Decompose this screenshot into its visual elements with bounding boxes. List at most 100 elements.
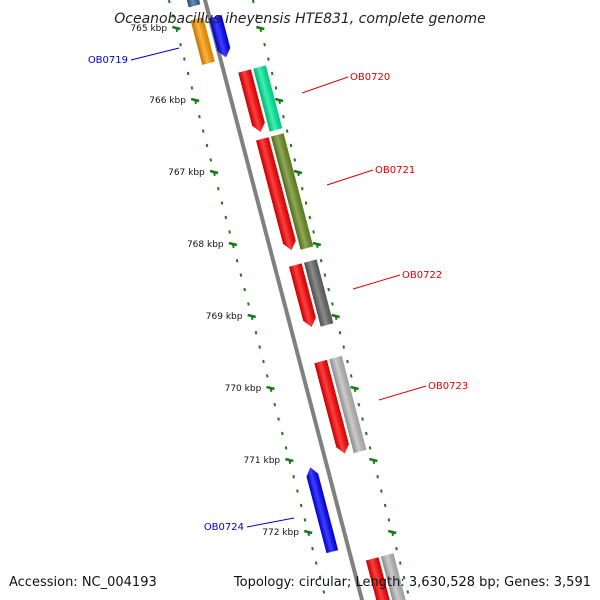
tick-mark bbox=[224, 215, 228, 220]
major-tick bbox=[369, 457, 378, 463]
gene-leader-line bbox=[130, 47, 180, 61]
tick-mark bbox=[273, 403, 277, 407]
tick-mark bbox=[299, 503, 303, 508]
tick-mark bbox=[186, 71, 190, 76]
gene-label-ob0723[interactable]: OB0723 bbox=[428, 381, 468, 392]
tick-mark bbox=[318, 575, 322, 580]
tick-mark bbox=[183, 57, 186, 61]
tick-mark bbox=[201, 129, 205, 133]
major-tick bbox=[293, 169, 303, 175]
tick-mark bbox=[267, 57, 270, 61]
tick-mark bbox=[380, 489, 383, 493]
tick-mark bbox=[296, 489, 299, 493]
feature-box-top bbox=[185, 0, 201, 8]
tick-mark bbox=[277, 417, 280, 421]
major-tick bbox=[256, 25, 265, 31]
tick-mark bbox=[209, 158, 213, 162]
tick-mark bbox=[311, 547, 314, 551]
gene-label-layer: OB0719 OB0720 OB0721 OB0722 OB0723 OB0724 bbox=[88, 47, 468, 533]
kbp-label-layer: 765 kbp 766 kbp 767 kbp 768 kbp 769 kbp 770 k… bbox=[130, 24, 299, 538]
cds-arrow-ob0721 bbox=[256, 137, 296, 251]
tick-mark bbox=[220, 201, 224, 205]
tick-mark bbox=[376, 475, 379, 479]
major-tick bbox=[228, 241, 238, 247]
tick-mark bbox=[338, 331, 342, 335]
major-tick bbox=[209, 169, 219, 175]
gene-label-ob0719[interactable]: OB0719 bbox=[88, 55, 128, 66]
tick-mark bbox=[198, 115, 201, 119]
right-tick-track bbox=[252, 0, 410, 594]
genome-summary-text: Topology: circular; Length: 3,630,528 bp… bbox=[233, 575, 591, 590]
tick-mark bbox=[308, 215, 312, 220]
gene-label-ob0721[interactable]: OB0721 bbox=[375, 165, 415, 176]
backbone-layer bbox=[202, 0, 365, 600]
accession-text: Accession: NC_004193 bbox=[9, 575, 157, 590]
tick-mark bbox=[289, 143, 293, 148]
major-tick bbox=[312, 241, 322, 247]
tick-mark bbox=[303, 518, 307, 522]
tick-mark bbox=[357, 403, 361, 407]
major-tick bbox=[190, 97, 200, 103]
left-tick-track bbox=[168, 0, 326, 594]
tick-mark bbox=[331, 302, 334, 306]
gene-leader-line bbox=[352, 274, 401, 290]
tick-mark bbox=[243, 287, 246, 292]
major-tick bbox=[247, 313, 256, 319]
diagram-title: Oceanobacillus iheyensis HTE831, complet… bbox=[114, 11, 485, 27]
feature-box-ob0720 bbox=[253, 65, 283, 132]
kbp-label: 769 kbp bbox=[206, 312, 243, 322]
tick-mark bbox=[168, 0, 171, 4]
major-tick bbox=[285, 457, 294, 463]
tick-mark bbox=[262, 359, 265, 364]
tick-mark bbox=[179, 43, 182, 47]
cds-arrow-ob0723 bbox=[314, 359, 349, 454]
tick-mark bbox=[304, 201, 308, 205]
tick-mark bbox=[402, 575, 406, 580]
feature-box-ob0719 bbox=[190, 17, 215, 65]
gene-leader-line bbox=[326, 169, 374, 186]
tick-mark bbox=[293, 158, 297, 162]
tick-mark bbox=[395, 547, 398, 551]
gene-label-ob0720[interactable]: OB0720 bbox=[350, 72, 390, 83]
kbp-label: 768 kbp bbox=[187, 240, 224, 250]
cds-arrow-ob0722 bbox=[289, 263, 316, 327]
tick-mark bbox=[235, 259, 239, 263]
tick-mark bbox=[342, 345, 346, 349]
tick-mark bbox=[263, 43, 266, 47]
tick-mark bbox=[346, 359, 349, 364]
major-tick bbox=[303, 529, 313, 535]
cds-arrow-ob0724 bbox=[306, 467, 339, 554]
cds-arrow-ob0720 bbox=[238, 69, 265, 132]
kbp-label: 765 kbp bbox=[130, 24, 167, 34]
tick-mark bbox=[274, 86, 278, 90]
cds-arrow-ob0719 bbox=[209, 15, 231, 58]
feature-box-ob0722 bbox=[304, 259, 334, 327]
tick-mark bbox=[323, 273, 327, 277]
feature-layer bbox=[185, 0, 408, 600]
major-tick bbox=[387, 529, 397, 535]
tick-mark bbox=[406, 590, 410, 594]
tick-mark bbox=[205, 143, 209, 148]
tick-mark bbox=[282, 115, 285, 119]
tick-mark bbox=[301, 187, 304, 191]
tick-mark bbox=[361, 417, 364, 421]
kbp-label: 767 kbp bbox=[168, 168, 205, 178]
tick-mark bbox=[252, 0, 255, 4]
kbp-label: 771 kbp bbox=[243, 456, 280, 466]
tick-mark bbox=[265, 374, 269, 378]
tick-mark bbox=[171, 14, 175, 18]
tick-mark bbox=[254, 331, 258, 335]
kbp-label: 770 kbp bbox=[225, 384, 262, 394]
tick-mark bbox=[281, 431, 284, 436]
major-tick bbox=[266, 385, 275, 391]
tick-mark bbox=[228, 230, 231, 234]
gene-label-ob0722[interactable]: OB0722 bbox=[402, 270, 442, 281]
major-tick bbox=[274, 97, 284, 103]
tick-mark bbox=[322, 590, 326, 594]
gene-label-ob0724[interactable]: OB0724 bbox=[204, 522, 244, 533]
major-tick bbox=[331, 313, 340, 319]
feature-box-next bbox=[380, 553, 408, 600]
tick-mark bbox=[285, 129, 289, 133]
